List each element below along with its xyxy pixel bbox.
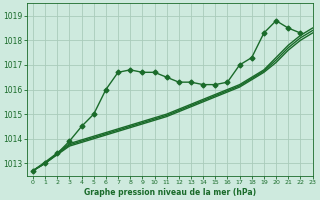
X-axis label: Graphe pression niveau de la mer (hPa): Graphe pression niveau de la mer (hPa) <box>84 188 256 197</box>
